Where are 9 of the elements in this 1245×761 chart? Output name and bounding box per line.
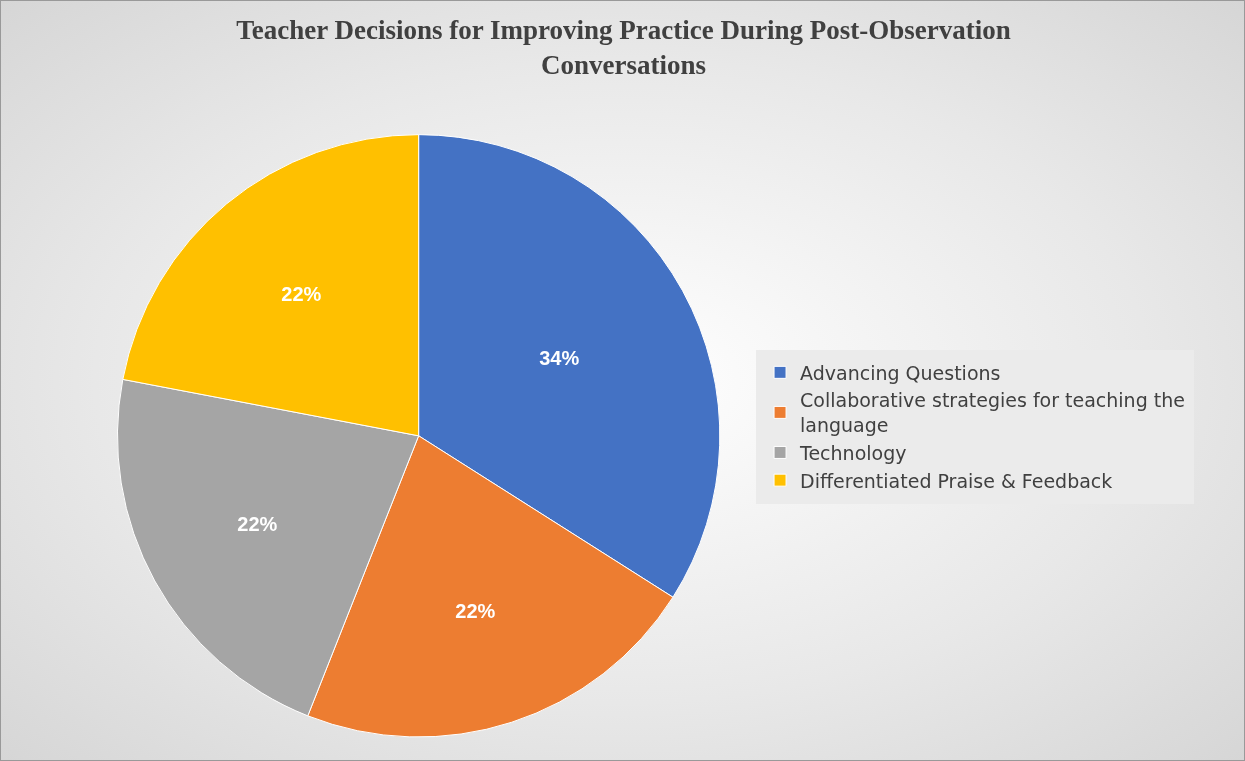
legend-label: Collaborative strategies for teaching the language <box>800 389 1185 437</box>
legend-label: Advancing Questions <box>800 361 1001 384</box>
data-label: 22% <box>281 283 322 306</box>
data-label: 22% <box>237 513 278 536</box>
chart-title: Teacher Decisions for Improving Practice During Post-Observation Conversations <box>236 15 1011 81</box>
data-label: 22% <box>455 599 496 622</box>
legend-label: Technology <box>799 441 907 464</box>
data-label: 34% <box>539 347 580 370</box>
legend-label: Differentiated Praise & Feedback <box>800 469 1113 492</box>
